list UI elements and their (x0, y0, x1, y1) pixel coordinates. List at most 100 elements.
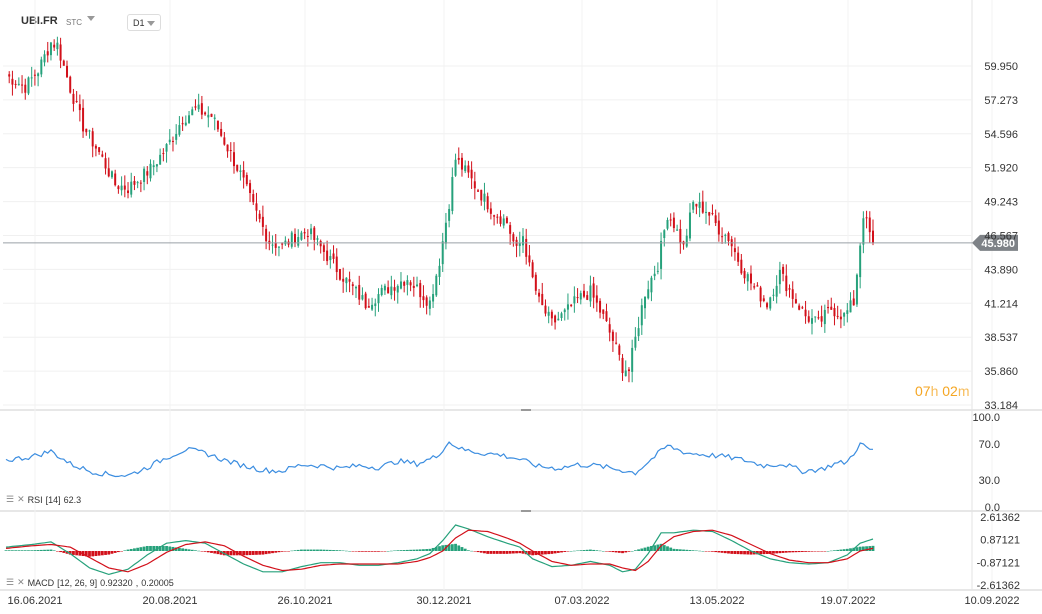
candle-body (387, 287, 390, 294)
menu-icon[interactable]: ☰ (6, 494, 15, 504)
macd-histogram-bar (547, 551, 551, 555)
macd-histogram-bar (762, 551, 766, 555)
candle-body (756, 285, 759, 287)
candle-body (576, 297, 579, 299)
rsi-params: [14] (45, 494, 61, 505)
countdown-minutes: 02 (942, 383, 958, 399)
market-label: STC (66, 18, 82, 27)
candle-body (390, 286, 393, 296)
candle-body (204, 112, 207, 115)
candle-body (242, 170, 245, 178)
macd-histogram-bar (100, 551, 104, 556)
candle-body (310, 228, 313, 235)
candle-body (306, 236, 309, 238)
candle-body (294, 233, 296, 244)
macd-histogram-bar (23, 550, 27, 551)
macd-histogram-bar (11, 550, 14, 551)
macd-histogram-bar (550, 551, 554, 554)
candle-body (223, 137, 226, 145)
candle-body (85, 128, 88, 133)
candle-body (194, 106, 197, 108)
symbol-dropdown-icon[interactable] (87, 16, 95, 21)
candle-body (589, 285, 592, 302)
macd-histogram-bar (823, 551, 827, 552)
macd-histogram-bar (788, 551, 791, 553)
menu-icon[interactable]: ☰ (6, 577, 15, 587)
candle-body (258, 213, 261, 219)
macd-histogram-bar (450, 544, 454, 551)
candle-body (762, 298, 765, 301)
macd-histogram-bar (749, 551, 753, 555)
macd-histogram-bar (707, 551, 711, 552)
macd-histogram-bar (711, 551, 714, 552)
close-icon[interactable]: ✕ (17, 494, 25, 504)
candle-body (775, 285, 778, 297)
macd-histogram-bar (653, 545, 657, 551)
macd-histogram-bar (219, 551, 223, 555)
macd-histogram-bar (733, 551, 737, 554)
symbol-label[interactable]: UBI.FR (21, 15, 58, 27)
macd-histogram-bar (46, 549, 50, 551)
candle-body (740, 259, 743, 274)
macd-histogram-bar (682, 549, 685, 551)
candle-body (297, 237, 300, 246)
macd-histogram-bar (528, 551, 531, 555)
candle-body (827, 306, 830, 309)
candle-body (512, 234, 515, 242)
macd-histogram-bar (460, 547, 464, 551)
candle-body (117, 186, 120, 190)
macd-histogram-bar (383, 551, 387, 552)
macd-histogram-bar (123, 550, 127, 551)
macd-histogram-bar (698, 550, 701, 552)
macd-histogram-bar (447, 544, 451, 551)
macd-histogram-bar (463, 548, 467, 551)
last-price-tag (972, 234, 1018, 251)
candle-body (33, 74, 36, 76)
macd-histogram-bar (30, 550, 34, 551)
candle-body (348, 279, 351, 282)
macd-histogram-bar (727, 551, 730, 554)
macd-histogram-bar (322, 549, 326, 551)
rsi-tick-label: 100.0 (972, 412, 1000, 424)
candle-body (435, 275, 438, 296)
candle-body (746, 274, 749, 282)
macd-histogram-bar (187, 549, 191, 551)
candle-body (178, 125, 181, 135)
macd-histogram-bar (486, 551, 490, 554)
macd-histogram-bar (428, 548, 432, 551)
candle-body (605, 311, 608, 322)
candle-body (412, 285, 415, 288)
close-icon[interactable]: ✕ (17, 577, 25, 587)
candle-body (804, 309, 807, 317)
macd-histogram-bar (120, 551, 123, 552)
macd-histogram-bar (129, 548, 133, 551)
candle-body (316, 238, 319, 240)
candle-body (335, 256, 338, 273)
candle-body (505, 217, 508, 224)
candle-body (721, 236, 724, 238)
macd-histogram-bar (4, 550, 8, 551)
macd-histogram-bar (595, 550, 599, 551)
candle-body (409, 282, 412, 286)
macd-histogram-bar (666, 546, 669, 551)
candle-body (859, 245, 862, 278)
candle-body (428, 300, 431, 309)
macd-histogram-bar (601, 551, 605, 552)
macd-histogram-bar (261, 551, 265, 555)
timeframe-select[interactable]: D1 (127, 14, 161, 31)
macd-histogram-bar (7, 550, 11, 551)
candle-body (528, 255, 531, 263)
macd-histogram-bar (701, 551, 705, 552)
candle-body (727, 233, 730, 242)
candle-body (477, 190, 480, 192)
macd-histogram-bar (306, 549, 310, 551)
macd-histogram-bar (839, 549, 843, 551)
candle-body (855, 274, 858, 305)
candle-body (46, 51, 49, 56)
candle-body (152, 165, 155, 168)
macd-value: 0.92320 (100, 577, 133, 588)
macd-histogram-bar (810, 551, 814, 552)
macd-histogram-bar (184, 548, 188, 551)
candle-body (130, 181, 133, 195)
